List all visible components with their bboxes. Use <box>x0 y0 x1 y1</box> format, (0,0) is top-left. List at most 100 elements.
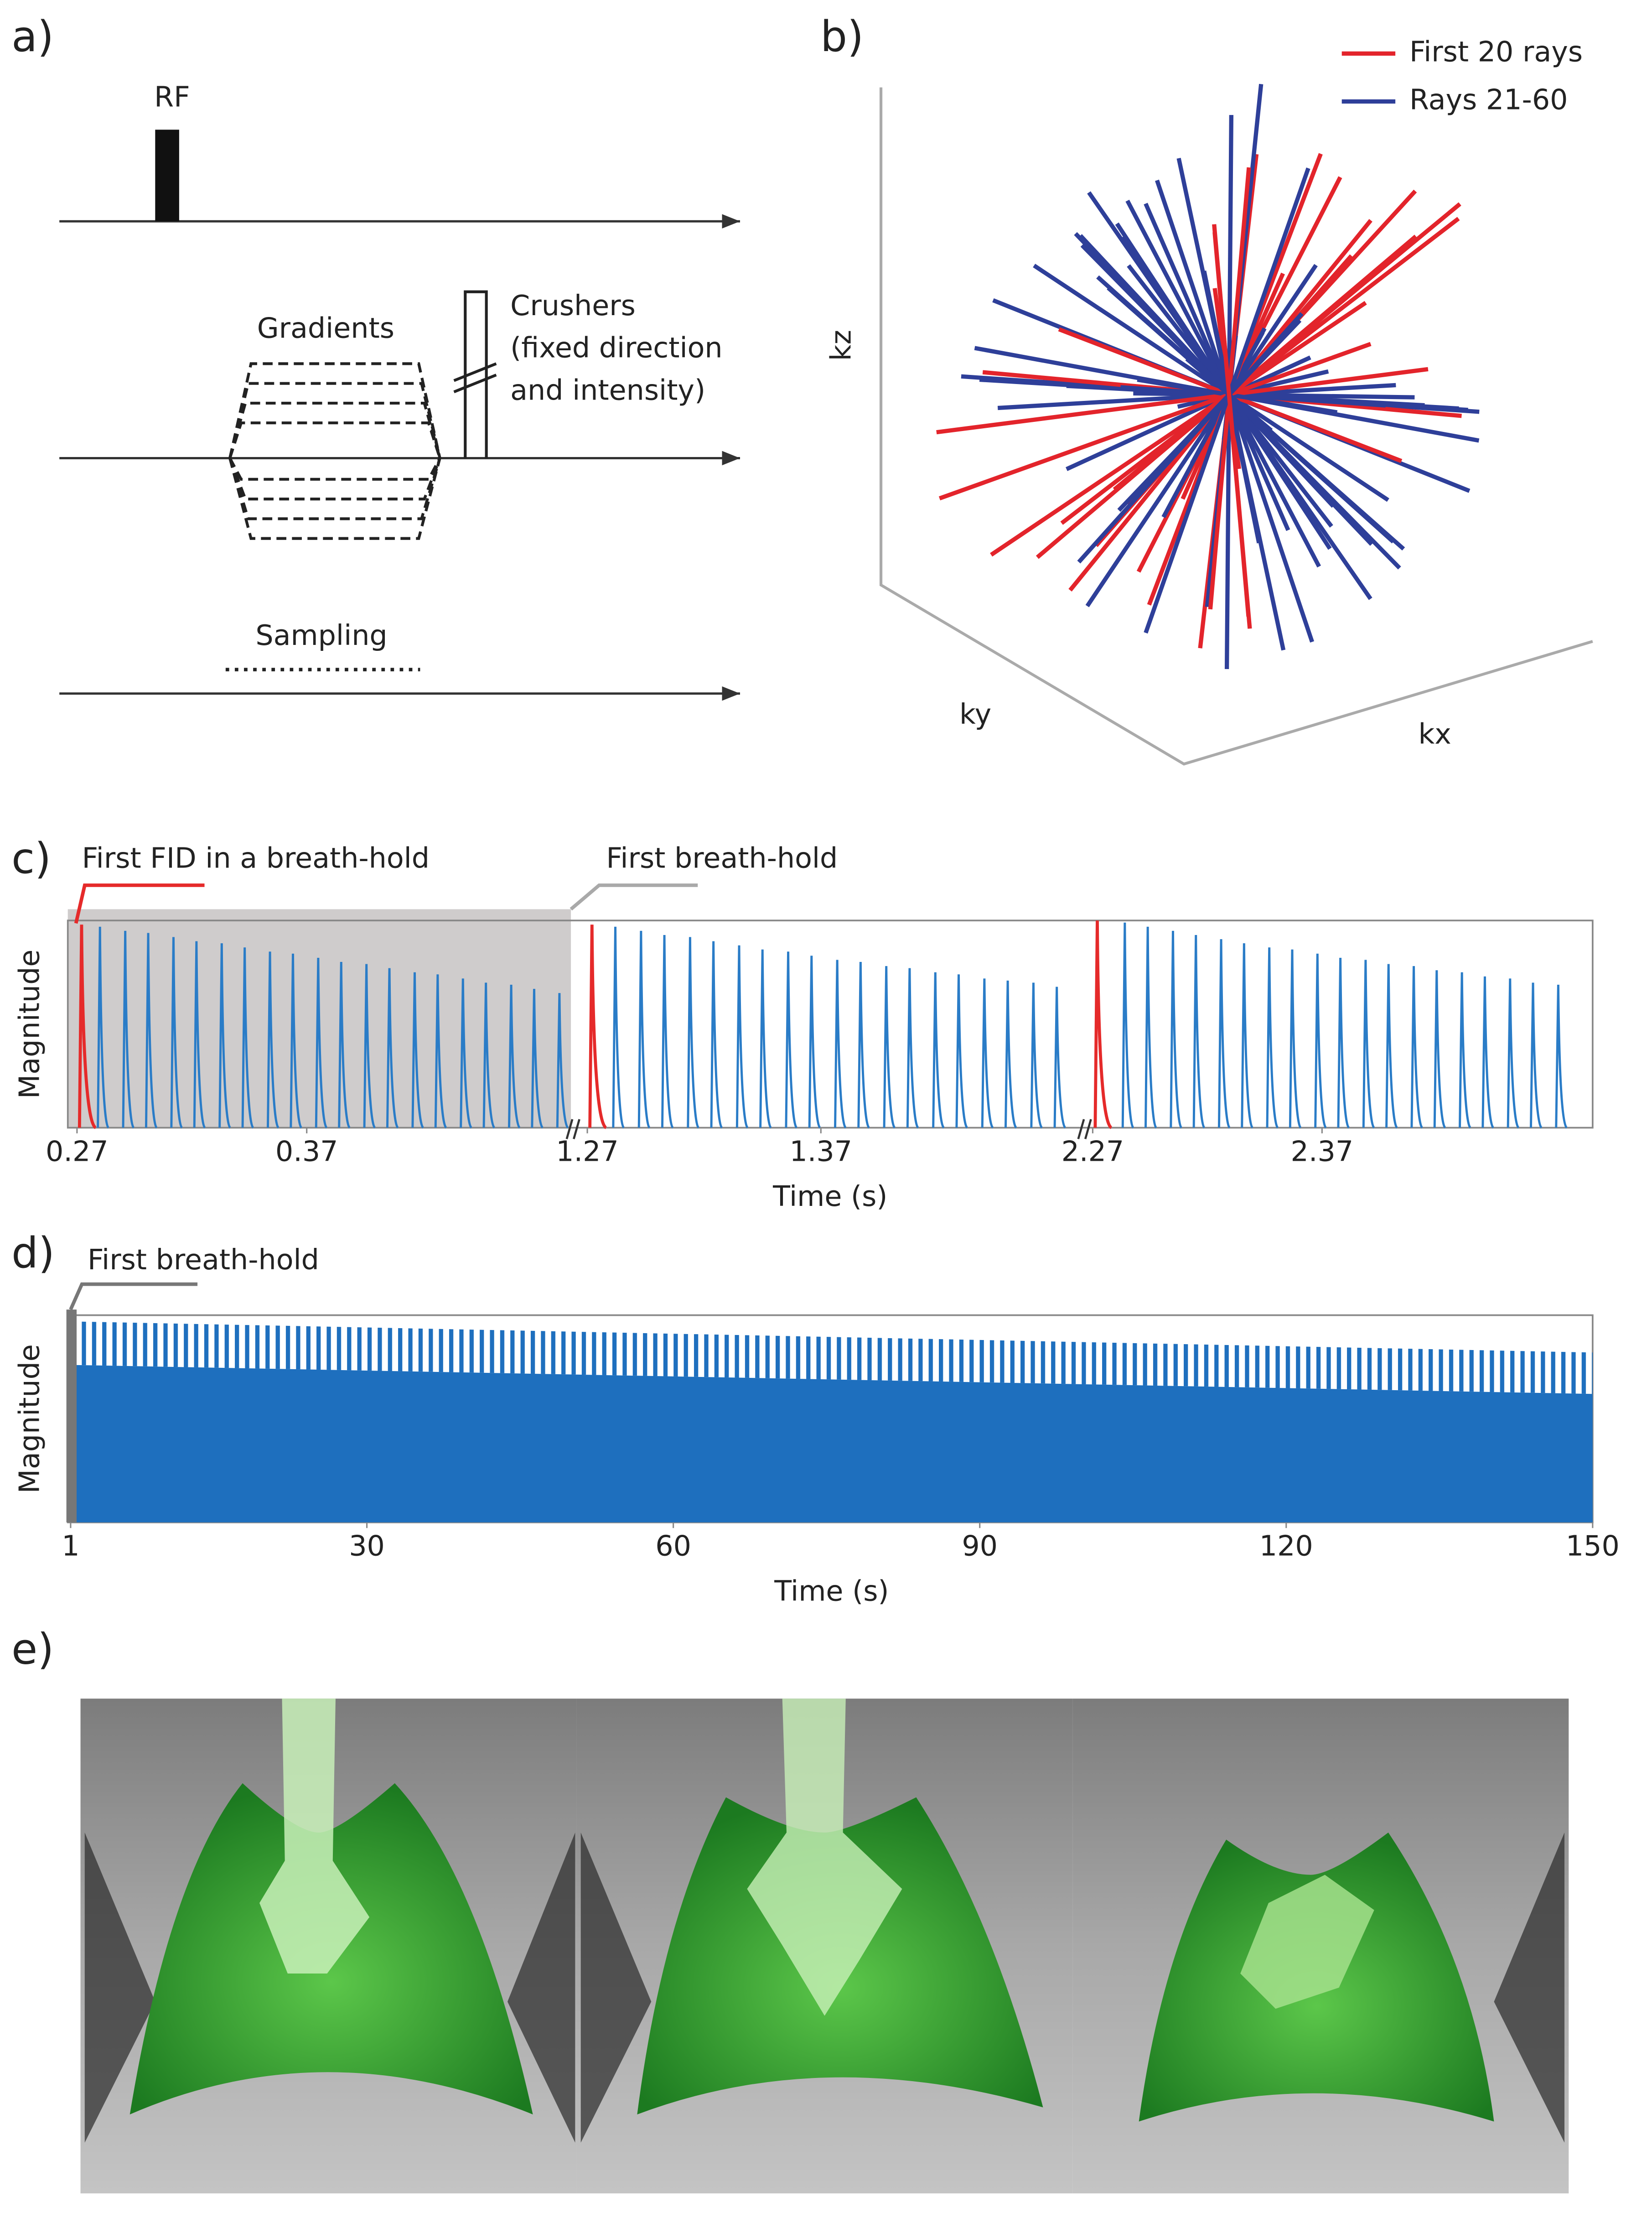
k-space-ray <box>990 301 1367 557</box>
k-space-ray <box>1120 385 1386 408</box>
fid-peak <box>808 956 821 1129</box>
panel-a: a) RF Gradients Crushers (fixed directio… <box>11 12 740 701</box>
highlight-region <box>66 1309 77 1522</box>
fid-peak <box>363 964 376 1129</box>
axis-break <box>453 362 497 394</box>
mri-image <box>80 1698 577 2194</box>
x-tick-label: 90 <box>962 1530 998 1563</box>
fid-peak <box>661 935 674 1129</box>
mri-image <box>1072 1698 1569 2194</box>
fid-peak <box>411 972 425 1129</box>
fid-peak <box>637 930 651 1129</box>
k-space-ray <box>1212 232 1252 629</box>
fid-peak <box>266 951 280 1129</box>
fid-peak <box>508 985 521 1129</box>
rf-pulse <box>155 130 179 222</box>
fid-peak <box>97 926 109 1129</box>
y-axis-label: Magnitude <box>13 1344 46 1493</box>
crusher-label: Crushers <box>510 289 636 322</box>
fid-peak <box>1529 982 1543 1129</box>
fid-peak <box>241 947 254 1129</box>
k-space-ray <box>1080 244 1401 570</box>
fid-peak <box>482 982 496 1129</box>
fid-peak <box>193 941 206 1129</box>
fid-peak <box>1289 949 1302 1129</box>
fid-peak <box>531 989 544 1129</box>
panel-e: e) <box>11 1625 1569 2194</box>
panel-c: c) Magnitude Time (s) 0.27 0.37 1.27 1.37 2.27 2… <box>11 834 1594 1213</box>
crusher-label: and intensity) <box>510 374 705 406</box>
k-space-ray <box>938 342 1372 501</box>
k-space-ray <box>936 367 1429 435</box>
sampling-label: Sampling <box>255 619 387 652</box>
k-space-ray <box>1077 312 1304 564</box>
fid-peak <box>1217 939 1231 1129</box>
fid-peak <box>906 968 919 1129</box>
fid-peak <box>759 949 772 1129</box>
fid-peak <box>1337 957 1350 1129</box>
gradients-label: Gradients <box>257 312 394 344</box>
fid-peak <box>1433 970 1446 1129</box>
gradient-lobes <box>228 362 441 540</box>
rf-label: RF <box>154 80 190 113</box>
panel-label: c) <box>11 834 51 883</box>
fid-peak <box>1555 985 1568 1129</box>
fid-peak <box>1481 976 1494 1129</box>
panel-label: a) <box>11 12 54 61</box>
fid-peak <box>78 925 97 1129</box>
fid-peak <box>1507 978 1520 1129</box>
fid-peak <box>1053 987 1067 1129</box>
fid-peak <box>1192 935 1206 1129</box>
fid-peak <box>1362 960 1375 1129</box>
fid-peak <box>955 974 968 1129</box>
x-tick-label: 1 <box>62 1530 79 1563</box>
fid-peak <box>1410 966 1424 1129</box>
k-space-ray <box>1144 167 1310 634</box>
x-tick-label: 1.37 <box>789 1135 852 1168</box>
crusher-label: (fixed direction <box>510 332 722 364</box>
fid-peak <box>460 978 472 1129</box>
axis-label: kz <box>825 330 858 361</box>
k-space-ray <box>1066 355 1311 471</box>
fid-peak <box>1241 943 1253 1129</box>
fid-peak <box>932 972 945 1129</box>
x-tick-label: 120 <box>1259 1530 1313 1563</box>
fid-peak <box>1121 922 1134 1129</box>
x-tick-label: 150 <box>1566 1530 1620 1563</box>
fid-peak <box>434 974 447 1129</box>
fid-peak <box>834 960 847 1129</box>
fid-peak <box>1266 947 1279 1129</box>
fid-peak <box>1030 982 1043 1129</box>
annotation: First FID in a breath-hold <box>82 841 430 874</box>
panel-d: d) Magnitude Time (s) 1 30 60 90 120 150 First br… <box>11 1228 1620 1607</box>
x-tick-label: 30 <box>349 1530 385 1563</box>
fid-peak <box>170 937 183 1129</box>
fid-peak <box>883 966 896 1129</box>
fid-peak <box>785 951 798 1129</box>
fid-peak <box>857 962 870 1129</box>
fid-peak <box>1385 964 1398 1129</box>
annotation-leader <box>74 883 205 924</box>
k-space-ray <box>1137 378 1338 415</box>
fid-peak <box>218 943 231 1129</box>
legend-label: Rays 21-60 <box>1409 83 1568 116</box>
x-tick-label: 0.27 <box>46 1135 109 1168</box>
axis-label: ky <box>959 698 991 731</box>
fid-peaks <box>70 1321 1593 1394</box>
k-space-ray <box>1107 286 1405 551</box>
fid-peak <box>145 933 158 1129</box>
panel-label: b) <box>820 12 864 61</box>
fid-baseline-area <box>70 1365 1593 1522</box>
fid-peak <box>1459 972 1471 1129</box>
k-space-ray <box>1085 264 1318 608</box>
fid-peak <box>1093 920 1113 1129</box>
fid-peak <box>1004 980 1017 1129</box>
fid-peak <box>612 926 625 1129</box>
k-space-ray <box>997 383 1396 410</box>
fid-peak <box>386 968 399 1129</box>
annotation: First breath-hold <box>606 841 838 874</box>
fid-peak <box>981 978 994 1129</box>
axis-label: kx <box>1418 717 1451 750</box>
k-space-ray <box>1033 264 1389 502</box>
